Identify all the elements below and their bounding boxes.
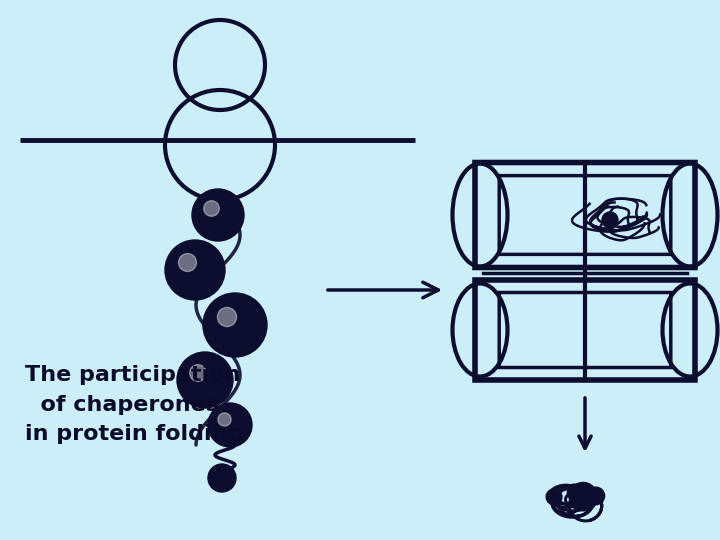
Circle shape	[179, 253, 197, 272]
FancyBboxPatch shape	[475, 280, 695, 380]
FancyBboxPatch shape	[499, 176, 671, 254]
Circle shape	[177, 352, 233, 408]
Circle shape	[208, 403, 252, 447]
FancyBboxPatch shape	[475, 163, 695, 267]
Circle shape	[587, 487, 605, 505]
Circle shape	[192, 189, 244, 241]
Circle shape	[573, 487, 597, 511]
Circle shape	[602, 212, 618, 228]
Circle shape	[189, 364, 207, 381]
Circle shape	[208, 464, 236, 492]
Circle shape	[571, 486, 595, 511]
Circle shape	[217, 307, 237, 327]
Circle shape	[203, 293, 267, 357]
Circle shape	[204, 201, 220, 217]
FancyBboxPatch shape	[499, 293, 671, 368]
Circle shape	[578, 489, 598, 508]
Circle shape	[546, 489, 562, 505]
Circle shape	[218, 413, 231, 426]
Text: The participation
  of chaperones
in protein folding: The participation of chaperones in prote…	[25, 365, 243, 444]
Circle shape	[165, 240, 225, 300]
Circle shape	[569, 482, 597, 510]
